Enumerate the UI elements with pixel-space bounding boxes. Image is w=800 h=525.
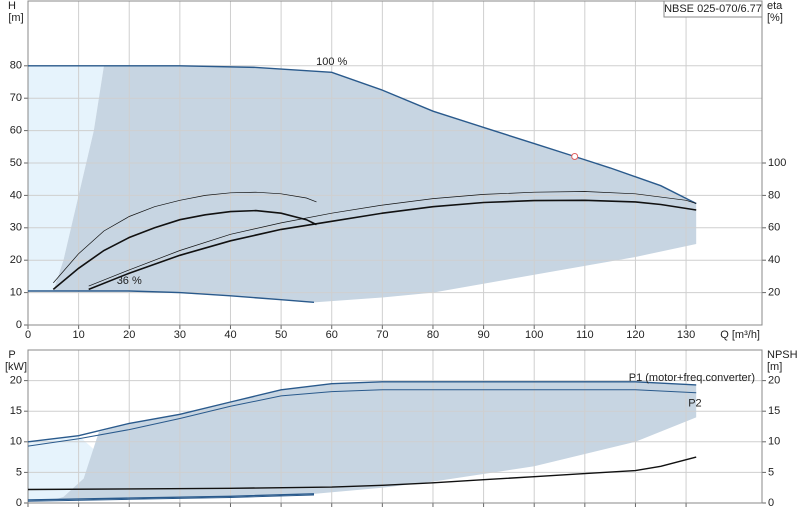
duty-point bbox=[571, 153, 579, 161]
x-tick-label: 30 bbox=[174, 329, 186, 341]
x-axis-label: Q [m³/h] bbox=[720, 329, 760, 341]
curve-label: P1 (motor+freq.converter) bbox=[629, 372, 755, 384]
x-tick-label: 100 bbox=[525, 329, 543, 341]
y-tick-label: 20 bbox=[10, 254, 22, 266]
y2-tick-label: 60 bbox=[768, 222, 780, 234]
y-tick-label: 30 bbox=[10, 222, 22, 234]
y2-axis-unit: [m] bbox=[767, 361, 782, 373]
curve-label: 100 % bbox=[316, 56, 347, 68]
x-tick-label: 50 bbox=[275, 329, 287, 341]
x-tick-label: 130 bbox=[677, 329, 695, 341]
y-axis-label: P bbox=[8, 349, 15, 361]
y-tick-label: 10 bbox=[10, 287, 22, 299]
y2-tick-label: 40 bbox=[768, 254, 780, 266]
y2-tick-label: 0 bbox=[768, 497, 774, 509]
y2-tick-label: 100 bbox=[768, 157, 786, 169]
curve bbox=[27, 381, 697, 443]
operating-region bbox=[28, 65, 104, 291]
curve bbox=[52, 209, 317, 291]
x-tick-label: 120 bbox=[626, 329, 644, 341]
y-tick-label: 5 bbox=[16, 466, 22, 478]
curve bbox=[27, 493, 315, 501]
y-tick-label: 40 bbox=[10, 189, 22, 201]
y2-tick-label: 15 bbox=[768, 405, 780, 417]
x-tick-label: 110 bbox=[576, 329, 594, 341]
plot-frame bbox=[27, 349, 763, 504]
curve bbox=[27, 389, 697, 447]
y2-axis-label: NPSH bbox=[767, 349, 798, 361]
x-tick-label: 40 bbox=[224, 329, 236, 341]
curve-label: P2 bbox=[688, 398, 701, 410]
y2-tick-label: 20 bbox=[768, 287, 780, 299]
x-tick-label: 70 bbox=[376, 329, 388, 341]
title-box bbox=[663, 0, 763, 18]
curve bbox=[53, 191, 317, 284]
y2-tick-label: 20 bbox=[768, 375, 780, 387]
x-tick-label: 10 bbox=[72, 329, 84, 341]
curve-label: 36 % bbox=[117, 275, 142, 287]
y-tick-label: 10 bbox=[10, 436, 22, 448]
curve bbox=[27, 494, 315, 502]
y-axis-unit: [kW] bbox=[5, 361, 27, 373]
x-tick-label: 20 bbox=[123, 329, 135, 341]
y2-tick-label: 80 bbox=[768, 189, 780, 201]
curve bbox=[27, 456, 697, 491]
y-tick-label: 15 bbox=[10, 405, 22, 417]
x-tick-label: 0 bbox=[25, 329, 31, 341]
operating-region bbox=[28, 435, 99, 500]
y-tick-label: 20 bbox=[10, 375, 22, 387]
x-tick-label: 60 bbox=[326, 329, 338, 341]
y-tick-label: 50 bbox=[10, 157, 22, 169]
y2-axis-unit: [%] bbox=[767, 12, 783, 24]
curve bbox=[28, 290, 315, 303]
curve bbox=[28, 65, 697, 205]
plot-frame bbox=[27, 0, 763, 326]
y2-tick-label: 5 bbox=[768, 466, 774, 478]
operating-region bbox=[53, 65, 697, 303]
y-tick-label: 0 bbox=[16, 319, 22, 331]
y2-axis-label: eta bbox=[767, 0, 783, 12]
y-tick-label: 70 bbox=[10, 92, 22, 104]
y2-tick-label: 10 bbox=[768, 436, 780, 448]
y-tick-label: 80 bbox=[10, 60, 22, 72]
x-tick-label: 80 bbox=[427, 329, 439, 341]
chart-title: NBSE 025-070/6.77 bbox=[664, 3, 762, 15]
y-axis-label: H bbox=[8, 0, 16, 12]
curve bbox=[88, 199, 697, 291]
y-axis-unit: [m] bbox=[8, 12, 23, 24]
y-tick-label: 0 bbox=[16, 497, 22, 509]
x-tick-label: 90 bbox=[477, 329, 489, 341]
curve bbox=[88, 191, 697, 287]
y-tick-label: 60 bbox=[10, 125, 22, 137]
